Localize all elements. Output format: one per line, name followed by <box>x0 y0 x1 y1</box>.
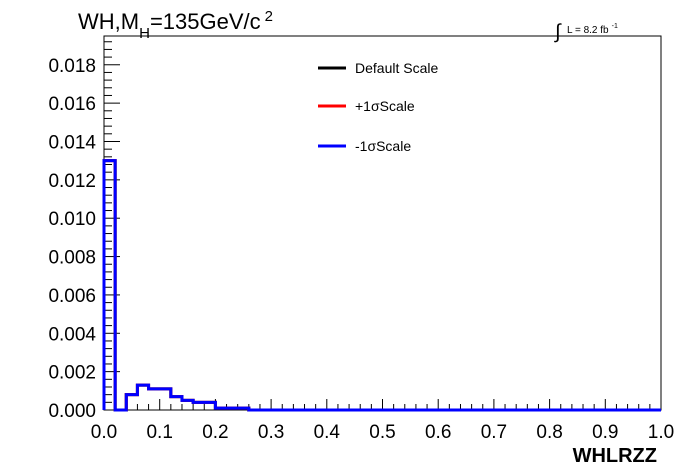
y-tick-label: 0.014 <box>48 132 96 153</box>
x-tick-label: 0.4 <box>314 422 341 443</box>
legend-label: +1σScale <box>355 98 415 114</box>
y-axis: 0.000 0.002 0.004 0.006 0.008 0.010 0.012 0.014… <box>48 41 120 422</box>
y-tick-label: 0.012 <box>48 171 96 192</box>
x-tick-label: 0.2 <box>202 422 228 443</box>
x-tick-label: 0.0 <box>91 422 117 443</box>
y-tick-label: 0.000 <box>48 401 96 422</box>
series-layer <box>102 159 661 412</box>
lumi-integral-icon: ∫ <box>554 21 562 43</box>
x-tick-label: 0.3 <box>258 422 284 443</box>
y-tick-label: 0.018 <box>48 56 96 77</box>
y-tick-label: 0.002 <box>48 363 96 384</box>
lumi-label: L = 8.2 fb -1 <box>567 23 618 36</box>
y-tick-label: 0.016 <box>48 94 96 115</box>
x-tick-label: 1.0 <box>648 422 674 443</box>
x-tick-label: 0.7 <box>481 422 507 443</box>
legend-label: -1σScale <box>355 138 411 154</box>
y-tick-label: 0.004 <box>48 324 96 345</box>
histogram-series <box>102 159 661 412</box>
x-axis-label: WHLRZZ <box>573 445 657 467</box>
x-tick-label: 0.1 <box>146 422 172 443</box>
x-tick-label: 0.6 <box>425 422 451 443</box>
y-tick-label: 0.008 <box>48 248 96 269</box>
chart-title: WH,MH=135GeV/c 2 <box>78 8 273 42</box>
histogram-series <box>102 159 661 412</box>
x-axis: 0.0 0.1 0.2 0.3 0.4 0.5 0.6 0.7 0.8 0.9 1.0 <box>91 399 674 443</box>
x-tick-label: 0.5 <box>369 422 395 443</box>
x-tick-label: 0.8 <box>536 422 562 443</box>
x-tick-label: 0.9 <box>592 422 618 443</box>
legend-label: Default Scale <box>355 60 438 76</box>
legend: Default Scale +1σScale -1σScale <box>318 60 438 154</box>
histogram-series <box>102 159 661 412</box>
y-tick-label: 0.006 <box>48 286 96 307</box>
plot-frame <box>103 35 662 411</box>
y-tick-label: 0.010 <box>48 209 96 230</box>
